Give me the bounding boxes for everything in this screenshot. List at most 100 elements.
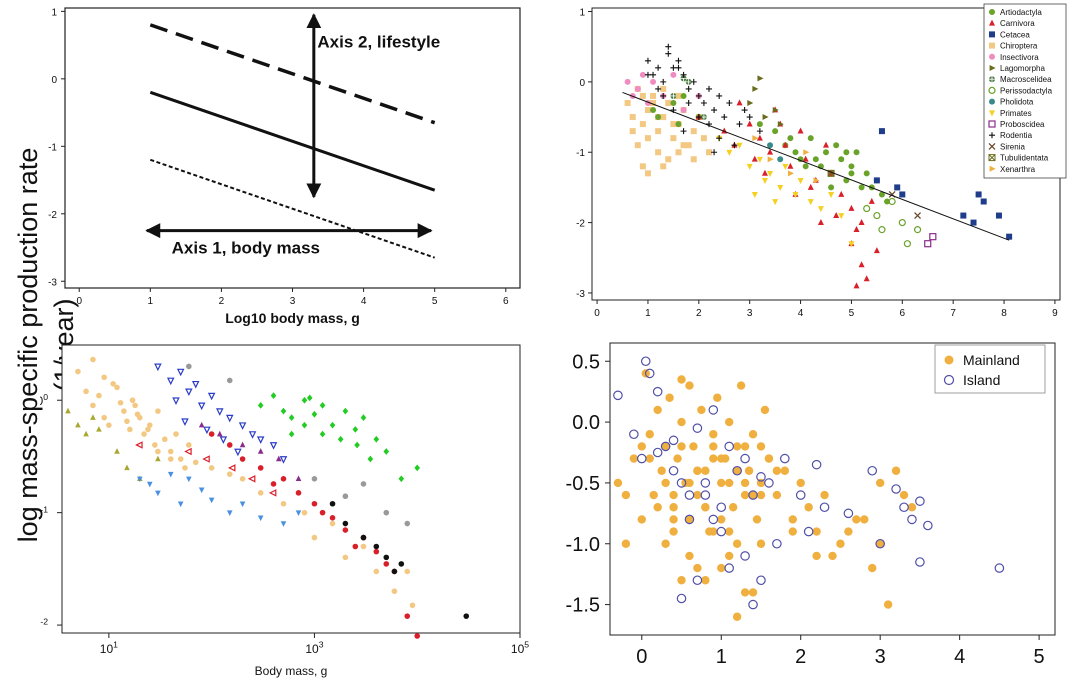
point-rodentia — [685, 99, 692, 106]
point-insectivora — [650, 78, 657, 85]
point-artiodactyla — [787, 135, 794, 142]
point-mainland — [669, 515, 678, 524]
point-group-4 — [166, 377, 175, 386]
point-mainland — [748, 490, 758, 500]
point-group-10 — [226, 377, 233, 384]
point-chiroptera — [665, 99, 672, 106]
point-island — [629, 429, 639, 440]
point-island — [676, 593, 687, 604]
x-tick-label: 2 — [219, 296, 225, 307]
point-chiroptera — [660, 85, 667, 92]
point-mainland — [717, 563, 726, 573]
point-proboscidea — [929, 233, 937, 241]
point-rodentia — [655, 85, 662, 92]
point-group-5 — [186, 476, 192, 483]
point-group-9 — [463, 613, 470, 619]
point-primates — [726, 149, 733, 156]
point-mainland — [661, 539, 670, 548]
x-tick-label: 3 — [290, 296, 296, 307]
y-tick-label: -0.5 — [566, 473, 600, 495]
point-island — [660, 441, 671, 452]
point-group-4 — [203, 426, 211, 435]
point-group-5 — [239, 501, 246, 508]
point-group-4 — [248, 431, 257, 439]
point-mainland — [613, 478, 623, 488]
point-group-6 — [270, 481, 277, 487]
legend-marker-xenarthra — [989, 165, 996, 172]
point-carnivora — [858, 219, 865, 226]
point-artiodactyla — [680, 92, 687, 99]
point-mainland — [899, 490, 909, 500]
point-rodentia — [680, 71, 687, 78]
point-mainland — [732, 539, 742, 548]
x-tick-label: 1 — [645, 308, 651, 319]
legend-marker-tubulidentata — [988, 154, 996, 162]
point-island — [652, 447, 663, 458]
point-mainland — [653, 405, 662, 415]
point-mainland — [637, 515, 646, 524]
point-lagomorpha — [752, 85, 759, 92]
point-group-9 — [342, 520, 349, 527]
legend-label-rodentia: Rodentia — [1000, 131, 1033, 140]
legend-marker-proboscidea — [988, 120, 996, 128]
point-rodentia — [644, 71, 651, 78]
point-group-1 — [177, 456, 184, 462]
point-carnivora — [797, 127, 804, 134]
point-carnivora — [858, 261, 865, 268]
point-primates — [792, 192, 799, 199]
y-tick-label: 0 — [579, 78, 585, 89]
x-tick-label: 4 — [361, 296, 367, 307]
point-group-1 — [152, 442, 158, 448]
point-group-10 — [342, 493, 349, 500]
point-group-4 — [197, 402, 206, 411]
point-mainland — [828, 551, 837, 561]
point-carnivora — [817, 219, 824, 226]
point-primates — [797, 177, 804, 184]
point-carnivora — [863, 275, 870, 282]
point-group-5 — [257, 515, 264, 522]
point-group-7 — [227, 464, 236, 472]
y-tick-label: 10-1 — [40, 504, 48, 520]
point-group-5 — [167, 471, 174, 478]
point-rodentia — [665, 50, 672, 57]
y-tick-label: -3 — [576, 289, 585, 300]
point-rodentia — [670, 64, 677, 71]
point-perissodactyla — [898, 219, 906, 227]
point-artiodactyla — [756, 121, 763, 128]
legend-marker-pholidota — [989, 98, 995, 105]
y-tick-label: -1 — [48, 142, 57, 153]
plot-frame — [61, 344, 521, 634]
point-mainland — [701, 503, 710, 512]
point-primates — [782, 163, 789, 170]
point-rodentia — [675, 57, 682, 64]
point-group-2 — [96, 426, 102, 432]
point-artiodactyla — [807, 135, 814, 142]
point-group-3 — [319, 402, 326, 409]
point-group-2 — [155, 455, 161, 462]
point-chiroptera — [675, 92, 682, 99]
point-group-1 — [155, 408, 161, 414]
point-group-6 — [208, 431, 215, 437]
point-group-1 — [167, 456, 174, 462]
point-group-3 — [288, 430, 295, 438]
point-mainland — [669, 490, 678, 500]
legend-marker-insectivora — [989, 53, 995, 60]
point-mainland — [673, 454, 682, 463]
point-mainland — [740, 588, 750, 597]
point-mainland — [701, 576, 710, 585]
point-island — [708, 405, 719, 415]
point-group-8 — [198, 421, 205, 428]
point-mainland — [629, 454, 639, 463]
x-tick-label: 5 — [1034, 646, 1045, 668]
point-mainland — [788, 515, 797, 524]
point-group-6 — [239, 456, 246, 462]
x-tick-label: 0 — [636, 646, 647, 668]
point-xenarthra — [752, 135, 759, 142]
point-mainland — [732, 612, 742, 621]
legend-marker-mainland — [944, 355, 954, 365]
point-group-5 — [177, 501, 184, 508]
point-group-1 — [75, 368, 81, 375]
point-mainland — [677, 442, 686, 451]
point-group-1 — [90, 402, 96, 409]
legend-marker-island — [943, 374, 955, 386]
